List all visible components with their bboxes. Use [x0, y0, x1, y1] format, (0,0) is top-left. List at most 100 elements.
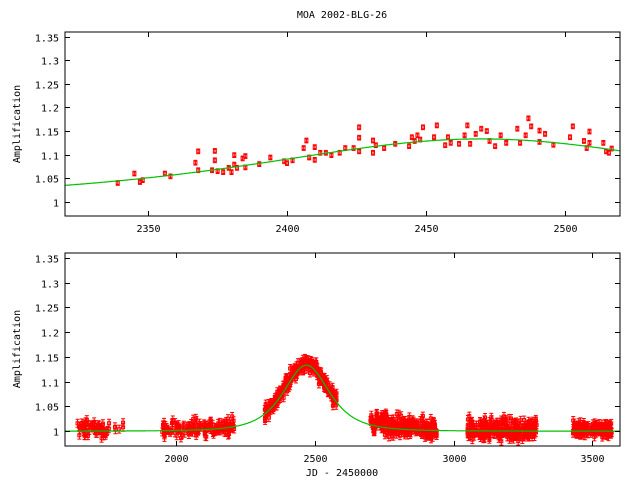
top-data-point	[493, 143, 498, 150]
top-data-point	[587, 128, 592, 135]
top-data-point	[448, 140, 453, 146]
bottom-data-point	[288, 364, 293, 373]
point-marker	[405, 433, 410, 438]
point-marker	[285, 161, 289, 166]
point-marker	[371, 425, 376, 430]
top-data-point	[371, 137, 376, 144]
point-marker	[498, 133, 503, 138]
point-marker	[212, 148, 217, 153]
point-marker	[275, 394, 280, 399]
point-marker	[587, 129, 592, 134]
chart-title: MOA 2002-BLG-26	[297, 10, 387, 21]
top-data-point	[434, 122, 439, 129]
bottom-data-point	[216, 424, 221, 434]
bottom-data-point	[227, 422, 232, 431]
top-data-point	[312, 156, 317, 163]
point-marker	[473, 131, 478, 136]
top-data-point	[601, 140, 606, 146]
bottom-data-point	[428, 413, 433, 423]
point-marker	[83, 433, 88, 438]
bottom-data-point	[170, 418, 175, 428]
point-marker	[85, 431, 90, 436]
point-marker	[179, 432, 184, 437]
point-marker	[112, 424, 117, 429]
point-marker	[487, 435, 492, 440]
point-marker	[208, 421, 213, 426]
point-marker	[334, 391, 339, 396]
point-marker	[371, 417, 376, 422]
point-marker	[275, 401, 280, 406]
top-data-point	[443, 142, 448, 149]
point-marker	[221, 170, 226, 175]
bottom-data-point	[424, 418, 429, 428]
point-marker	[268, 403, 273, 408]
point-marker	[285, 379, 290, 384]
point-marker	[411, 419, 416, 424]
point-marker	[90, 425, 95, 430]
point-marker	[484, 129, 489, 134]
bottom-data-point	[197, 418, 202, 428]
top-data-point	[498, 132, 503, 139]
bottom-x-axis-label: JD - 2450000	[306, 468, 378, 479]
point-marker	[75, 421, 80, 426]
point-marker	[457, 141, 462, 146]
point-marker	[504, 140, 509, 145]
top-data-point	[504, 140, 509, 146]
point-marker	[515, 126, 520, 131]
top-data-series	[115, 115, 614, 186]
point-marker	[387, 428, 392, 433]
top-data-point	[304, 137, 309, 144]
point-marker	[304, 138, 309, 143]
point-marker	[384, 412, 389, 417]
point-marker	[570, 124, 575, 129]
bottom-data-point	[75, 418, 80, 428]
top-data-point	[371, 149, 376, 156]
bottom-data-point	[411, 416, 416, 426]
point-marker	[507, 437, 512, 442]
point-marker	[382, 432, 387, 437]
point-marker	[291, 369, 296, 374]
bottom-data-point	[193, 413, 198, 423]
point-marker	[162, 435, 167, 440]
point-marker	[312, 157, 317, 162]
point-marker	[170, 420, 175, 425]
top-data-point	[445, 134, 450, 141]
bottom-data-point	[418, 416, 423, 425]
bottom-y-axis-label: Amplification	[12, 310, 23, 388]
bottom-data-point	[121, 418, 126, 428]
point-marker	[132, 171, 137, 176]
point-marker	[286, 385, 291, 390]
bottom-data-point	[518, 415, 523, 425]
point-marker	[193, 160, 198, 165]
point-marker	[465, 417, 470, 422]
point-marker	[164, 425, 169, 430]
point-marker	[194, 433, 199, 438]
point-marker	[357, 149, 362, 154]
bottom-data-point	[277, 385, 282, 395]
point-marker	[197, 421, 202, 426]
point-marker	[551, 142, 556, 147]
point-marker	[212, 158, 217, 163]
point-marker	[243, 154, 248, 159]
bottom-data-point	[80, 421, 85, 431]
top-data-point	[357, 148, 362, 155]
top-data-point	[457, 140, 462, 147]
point-marker	[262, 407, 267, 412]
top-y-tick-label: 1.15	[35, 128, 59, 139]
point-marker	[443, 143, 448, 148]
point-marker	[80, 423, 85, 428]
point-marker	[409, 135, 414, 140]
point-marker	[487, 428, 492, 433]
point-marker	[220, 422, 225, 427]
top-data-point	[229, 169, 234, 175]
top-data-point	[232, 152, 237, 158]
top-data-point	[268, 154, 273, 161]
point-marker	[121, 420, 126, 425]
point-marker	[493, 144, 498, 149]
top-y-tick-label: 1	[53, 199, 59, 210]
top-data-point	[357, 124, 362, 131]
point-marker	[330, 385, 335, 390]
point-marker	[415, 133, 420, 138]
point-marker	[277, 387, 282, 392]
